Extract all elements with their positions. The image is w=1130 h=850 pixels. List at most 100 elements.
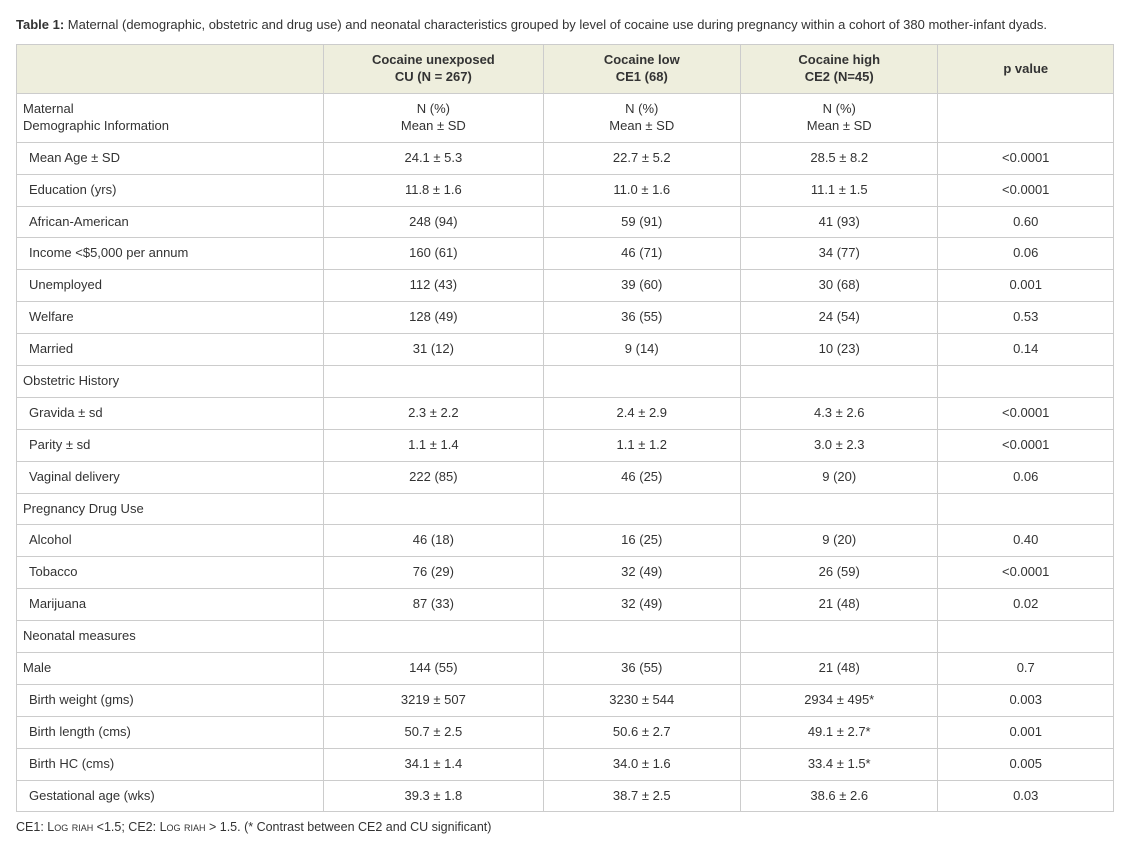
row-alcohol: Alcohol46 (18)16 (25)9 (20)0.40 xyxy=(17,525,1114,557)
cell xyxy=(938,365,1114,397)
cell xyxy=(543,621,740,653)
cell: 0.60 xyxy=(938,206,1114,238)
cell: 222 (85) xyxy=(324,461,543,493)
cell: 0.14 xyxy=(938,334,1114,366)
subhead-ce1-l1: N (%) xyxy=(625,101,658,116)
cell-label: Gravida ± sd xyxy=(17,397,324,429)
header-cu-l1: Cocaine unexposed xyxy=(372,52,495,67)
cell: <0.0001 xyxy=(938,174,1114,206)
cell: 39 (60) xyxy=(543,270,740,302)
cell xyxy=(938,493,1114,525)
row-ga: Gestational age (wks)39.3 ± 1.838.7 ± 2.… xyxy=(17,780,1114,812)
section-label: Obstetric History xyxy=(17,365,324,397)
subhead-l1: Maternal xyxy=(23,101,74,116)
data-table: Cocaine unexposed CU (N = 267) Cocaine l… xyxy=(16,44,1114,812)
cell: 39.3 ± 1.8 xyxy=(324,780,543,812)
header-ce2: Cocaine high CE2 (N=45) xyxy=(741,45,938,94)
cell: 32 (49) xyxy=(543,557,740,589)
row-tobacco: Tobacco76 (29)32 (49)26 (59)<0.0001 xyxy=(17,557,1114,589)
cell: 36 (55) xyxy=(543,302,740,334)
subhead-ce2: N (%) Mean ± SD xyxy=(741,93,938,142)
cell: 76 (29) xyxy=(324,557,543,589)
cell: 11.8 ± 1.6 xyxy=(324,174,543,206)
cell: 36 (55) xyxy=(543,653,740,685)
cell: 21 (48) xyxy=(741,653,938,685)
cell-label: Alcohol xyxy=(17,525,324,557)
cell: 31 (12) xyxy=(324,334,543,366)
cell xyxy=(543,493,740,525)
cell: 112 (43) xyxy=(324,270,543,302)
cell xyxy=(741,621,938,653)
row-marijuana: Marijuana87 (33)32 (49)21 (48)0.02 xyxy=(17,589,1114,621)
cell: 3230 ± 544 xyxy=(543,684,740,716)
cell: 50.6 ± 2.7 xyxy=(543,716,740,748)
cell-label: Parity ± sd xyxy=(17,429,324,461)
cell: 87 (33) xyxy=(324,589,543,621)
cell: 2.3 ± 2.2 xyxy=(324,397,543,429)
header-ce2-l1: Cocaine high xyxy=(798,52,880,67)
cell: 46 (18) xyxy=(324,525,543,557)
cell-label: Marijuana xyxy=(17,589,324,621)
row-age: Mean Age ± SD24.1 ± 5.322.7 ± 5.228.5 ± … xyxy=(17,142,1114,174)
cell: 9 (14) xyxy=(543,334,740,366)
cell: 46 (25) xyxy=(543,461,740,493)
caption-label: Table 1: xyxy=(16,17,64,32)
cell: 0.06 xyxy=(938,461,1114,493)
section-pregdrug: Pregnancy Drug Use xyxy=(17,493,1114,525)
header-pvalue: p value xyxy=(938,45,1114,94)
cell-label: Vaginal delivery xyxy=(17,461,324,493)
row-bw: Birth weight (gms)3219 ± 5073230 ± 54429… xyxy=(17,684,1114,716)
cell: 9 (20) xyxy=(741,525,938,557)
header-ce1-l1: Cocaine low xyxy=(604,52,680,67)
cell: 128 (49) xyxy=(324,302,543,334)
row-gravida: Gravida ± sd2.3 ± 2.22.4 ± 2.94.3 ± 2.6<… xyxy=(17,397,1114,429)
table-footnote: CE1: Log riah <1.5; CE2: Log riah > 1.5.… xyxy=(16,820,1114,834)
cell: <0.0001 xyxy=(938,557,1114,589)
cell: 21 (48) xyxy=(741,589,938,621)
row-unemp: Unemployed112 (43)39 (60)30 (68)0.001 xyxy=(17,270,1114,302)
cell: 2.4 ± 2.9 xyxy=(543,397,740,429)
cell-label: Income <$5,000 per annum xyxy=(17,238,324,270)
header-cu: Cocaine unexposed CU (N = 267) xyxy=(324,45,543,94)
cell xyxy=(938,621,1114,653)
cell: 49.1 ± 2.7* xyxy=(741,716,938,748)
cell: 38.6 ± 2.6 xyxy=(741,780,938,812)
cell-label: African-American xyxy=(17,206,324,238)
cell: 16 (25) xyxy=(543,525,740,557)
cell: 0.7 xyxy=(938,653,1114,685)
cell: 2934 ± 495* xyxy=(741,684,938,716)
cell-label: Welfare xyxy=(17,302,324,334)
cell: 1.1 ± 1.2 xyxy=(543,429,740,461)
cell: 11.1 ± 1.5 xyxy=(741,174,938,206)
cell xyxy=(543,365,740,397)
row-parity: Parity ± sd1.1 ± 1.41.1 ± 1.23.0 ± 2.3<0… xyxy=(17,429,1114,461)
cell: 144 (55) xyxy=(324,653,543,685)
row-welfare: Welfare128 (49)36 (55)24 (54)0.53 xyxy=(17,302,1114,334)
cell: 0.001 xyxy=(938,270,1114,302)
cell: 0.003 xyxy=(938,684,1114,716)
section-maternal-label: Maternal Demographic Information xyxy=(17,93,324,142)
header-ce1: Cocaine low CE1 (68) xyxy=(543,45,740,94)
row-male: Male144 (55)36 (55)21 (48)0.7 xyxy=(17,653,1114,685)
cell-label: Male xyxy=(17,653,324,685)
header-ce2-l2: CE2 (N=45) xyxy=(805,69,874,84)
cell xyxy=(324,493,543,525)
cell-label: Education (yrs) xyxy=(17,174,324,206)
cell: 1.1 ± 1.4 xyxy=(324,429,543,461)
section-label: Neonatal measures xyxy=(17,621,324,653)
cell: <0.0001 xyxy=(938,429,1114,461)
cell: 10 (23) xyxy=(741,334,938,366)
cell: 0.03 xyxy=(938,780,1114,812)
cell: 41 (93) xyxy=(741,206,938,238)
row-edu: Education (yrs)11.8 ± 1.611.0 ± 1.611.1 … xyxy=(17,174,1114,206)
cell-label: Mean Age ± SD xyxy=(17,142,324,174)
cell: 0.40 xyxy=(938,525,1114,557)
section-maternal: Maternal Demographic Information N (%) M… xyxy=(17,93,1114,142)
table-body: Maternal Demographic Information N (%) M… xyxy=(17,93,1114,811)
cell-label: Married xyxy=(17,334,324,366)
cell: 50.7 ± 2.5 xyxy=(324,716,543,748)
row-married: Married31 (12)9 (14)10 (23)0.14 xyxy=(17,334,1114,366)
cell: 0.53 xyxy=(938,302,1114,334)
row-vagdel: Vaginal delivery222 (85)46 (25)9 (20)0.0… xyxy=(17,461,1114,493)
cell xyxy=(741,493,938,525)
